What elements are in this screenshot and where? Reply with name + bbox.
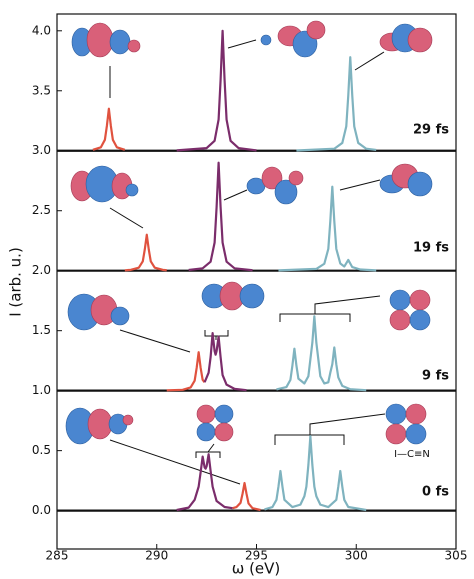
molecule-label: I—C≡N bbox=[394, 449, 430, 460]
x-tick-label: 295 bbox=[245, 549, 268, 563]
spectrum-line bbox=[296, 56, 377, 152]
panel-label: 9 fs bbox=[422, 369, 449, 384]
plot-area bbox=[57, 29, 456, 512]
x-tick-label: 285 bbox=[46, 549, 69, 563]
y-axis-label: I (arb. u.) bbox=[7, 247, 25, 317]
panel-label: 19 fs bbox=[413, 241, 449, 256]
spectrum-line bbox=[278, 185, 377, 272]
spectrum-line bbox=[188, 161, 253, 272]
spectrum-line bbox=[264, 435, 367, 512]
panel-label: 29 fs bbox=[413, 123, 449, 138]
plot-frame bbox=[56, 13, 457, 550]
x-tick-label: 305 bbox=[445, 549, 468, 563]
orbital-illustrations bbox=[65, 20, 433, 485]
spectrum-line bbox=[276, 315, 367, 392]
x-axis-label: ω (eV) bbox=[232, 560, 281, 578]
y-tick-label: 2.0 bbox=[32, 263, 51, 277]
spectrum-line bbox=[203, 331, 247, 392]
y-tick-label: 1.5 bbox=[32, 323, 51, 337]
spectrum-line bbox=[92, 107, 126, 151]
y-tick-label: 3.0 bbox=[32, 143, 51, 157]
x-tick-label: 300 bbox=[345, 549, 368, 563]
spectrum-line bbox=[232, 481, 261, 512]
x-tick-label: 290 bbox=[145, 549, 168, 563]
y-tick-label: 4.0 bbox=[32, 23, 51, 37]
y-tick-label: 3.5 bbox=[32, 83, 51, 97]
y-tick-label: 1.0 bbox=[32, 383, 51, 397]
spectrum-line bbox=[166, 351, 206, 392]
spectrum-line bbox=[176, 29, 257, 152]
spectrum-line bbox=[124, 233, 167, 272]
spectrum-line bbox=[176, 453, 233, 512]
panel-label: 0 fs bbox=[422, 485, 449, 500]
y-tick-label: 2.5 bbox=[32, 203, 51, 217]
y-tick-label: 0.5 bbox=[32, 443, 51, 457]
y-tick-label: 0.0 bbox=[32, 503, 51, 517]
